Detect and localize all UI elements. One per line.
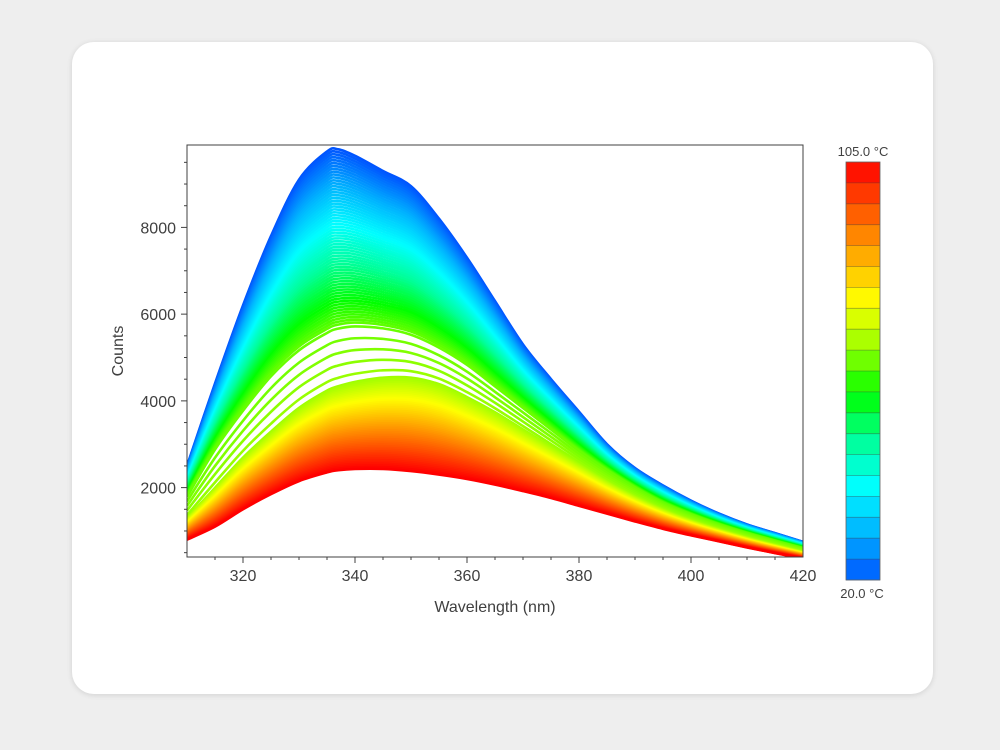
x-tick-label: 380 [566, 568, 593, 585]
y-tick-label: 6000 [140, 307, 176, 324]
colorbar [845, 161, 881, 581]
colorbar-segment [846, 433, 880, 455]
y-tick-label: 4000 [140, 394, 176, 411]
colorbar-segment [846, 391, 880, 414]
x-tick-label: 360 [454, 568, 481, 585]
chart-card: 320 340 360 380 400 420 2000 4000 6000 8000 Wavel… [72, 42, 933, 694]
y-tick-label: 2000 [140, 481, 176, 498]
colorbar-segment [846, 224, 880, 246]
y-tick-label: 8000 [140, 220, 176, 237]
x-axis-title: Wavelength (nm) [434, 599, 555, 616]
spectrum-series-line [187, 467, 803, 557]
colorbar-segment [846, 245, 880, 267]
colorbar-segment [846, 475, 880, 497]
colorbar-segment [846, 182, 880, 205]
colorbar-segment [846, 308, 880, 330]
colorbar-segment [846, 350, 880, 372]
colorbar-segment [846, 454, 880, 476]
colorbar-segment [846, 412, 880, 434]
x-tick-label: 400 [678, 568, 705, 585]
x-tick-label: 420 [790, 568, 817, 585]
colorbar-segment [846, 266, 880, 288]
x-tick-label: 340 [342, 568, 369, 585]
colorbar-segment [846, 371, 880, 393]
colorbar-max-label: 105.0 °C [838, 144, 889, 159]
axis-layer: 320 340 360 380 400 420 2000 4000 6000 8000 [140, 161, 817, 585]
colorbar-segment [846, 559, 880, 581]
colorbar-segment [846, 162, 880, 184]
colorbar-segment [846, 203, 880, 225]
colorbar-segment [846, 496, 880, 518]
colorbar-frame [845, 161, 881, 581]
x-tick-label: 320 [230, 568, 257, 585]
colorbar-segment [846, 329, 880, 351]
series-layer [187, 146, 803, 557]
colorbar-segment [846, 517, 880, 539]
colorbar-min-label: 20.0 °C [840, 586, 884, 601]
chart: 320 340 360 380 400 420 2000 4000 6000 8000 Wavel… [110, 144, 889, 616]
y-axis-title: Counts [110, 326, 127, 377]
colorbar-segment [846, 538, 880, 560]
colorbar-segment [846, 287, 880, 309]
